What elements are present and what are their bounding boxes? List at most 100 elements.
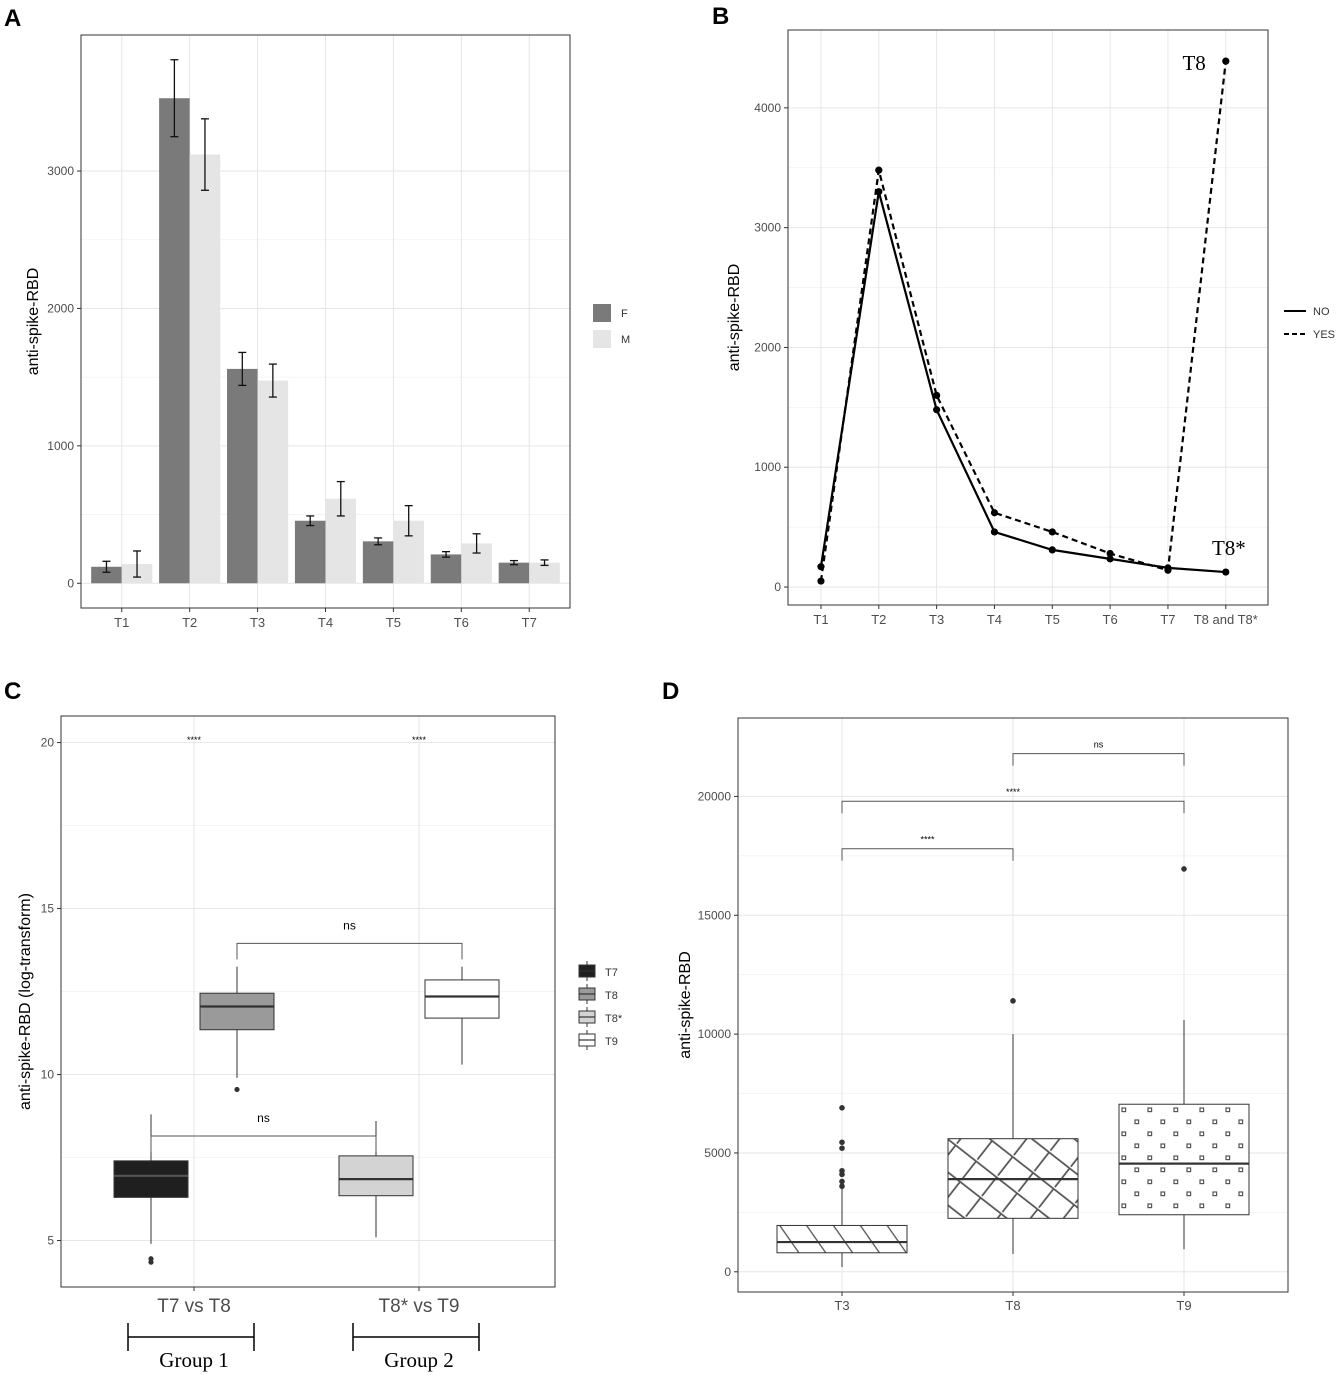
y-tick-label: 0	[774, 580, 781, 594]
x-tick-label: T3	[250, 615, 265, 630]
point-YES-T5	[1048, 528, 1056, 536]
bar-F-T2	[159, 98, 190, 584]
y-tick-label: 0	[724, 1265, 731, 1279]
box-T9	[1118, 866, 1250, 1250]
bar-F-T4	[294, 520, 326, 584]
bar-F-T7	[498, 562, 530, 584]
y-tick-label: 20	[41, 736, 55, 750]
y-tick-label: 5000	[704, 1146, 731, 1160]
bar-F-T1	[91, 566, 122, 584]
box-iqr	[424, 979, 500, 1019]
y-tick-label: 20000	[698, 789, 732, 803]
box-outlier	[148, 1256, 154, 1262]
point-YES-T2	[875, 166, 883, 174]
bar-M-T7	[529, 562, 560, 584]
box-T8*	[338, 1121, 414, 1238]
significance-label: ns	[257, 1111, 270, 1125]
legend-label-T8: T8	[605, 990, 618, 1002]
y-axis-title: anti-spike-RBD	[677, 951, 694, 1059]
legend-label-T8*: T8*	[605, 1013, 623, 1025]
x-tick-label: T1	[813, 612, 828, 627]
box-T3	[776, 1104, 908, 1268]
y-axis-title: anti-spike-RBD (log-transform)	[17, 893, 34, 1110]
box-outlier	[839, 1104, 845, 1111]
legend-key-F	[593, 304, 611, 322]
legend-label-NO: NO	[1313, 306, 1330, 318]
y-tick-label: 15000	[698, 908, 732, 922]
panel-letter-a: A	[4, 5, 21, 32]
box-outlier	[1181, 866, 1187, 872]
point-YES-T4	[990, 509, 999, 517]
x-tick-label: T8	[1005, 1298, 1020, 1313]
legend-item-T8: T8	[578, 984, 618, 1004]
x-tick-label: T9	[1176, 1298, 1191, 1313]
bar-M-T2	[189, 154, 221, 584]
panel-b-line-chart: 0 1000 2000 3000 4000 T1 T2 T3 T4 T5 T6 T7 T8 and T8…	[726, 29, 1335, 627]
y-tick-label: 1000	[47, 439, 74, 453]
y-tick-label: 10000	[698, 1027, 732, 1041]
annotation-t8: T8	[1182, 51, 1205, 75]
y-tick-label: 5	[47, 1234, 54, 1248]
x-tick-label: T7	[522, 615, 537, 630]
point-NO-T5	[1048, 546, 1056, 554]
annotation-t8-star: T8*	[1212, 536, 1246, 560]
y-tick-label: 1000	[754, 460, 781, 474]
x-tick-label: T5	[386, 615, 401, 630]
legend-label-M: M	[621, 334, 630, 346]
group-bracket	[127, 1323, 255, 1351]
y-axis-title: anti-spike-RBD	[726, 264, 743, 372]
plot-frame	[737, 717, 1289, 1293]
box-outlier	[839, 1178, 845, 1185]
bar-M-T3	[257, 380, 289, 584]
series-line-YES	[819, 61, 1227, 582]
y-tick-label: 2000	[754, 340, 781, 354]
x-tick-label: T6	[454, 615, 469, 630]
significance-bracket	[841, 848, 1014, 861]
x-tick-label: T5	[1045, 612, 1060, 627]
legend-label-T9: T9	[605, 1036, 618, 1048]
point-YES-T8 and T8*	[1222, 57, 1230, 65]
panel-a-bar-chart: 0 1000 2000 3000 T1 T2 T3 T4 T5 T6 T7 anti-spike-RB…	[25, 34, 630, 630]
box-iqr	[113, 1160, 189, 1198]
panel-letter-c: C	[4, 678, 21, 705]
box-outlier	[839, 1183, 845, 1190]
box-outlier	[839, 1139, 845, 1146]
box-outlier	[839, 1145, 845, 1152]
box-outlier	[839, 1167, 845, 1174]
plot-frame	[60, 715, 556, 1288]
legend-label-T7: T7	[605, 967, 618, 979]
x-tick-label: T4	[318, 615, 333, 630]
point-NO-T3	[933, 406, 941, 414]
legend-item-T9: T9	[578, 1030, 618, 1050]
point-YES-T7	[1164, 566, 1172, 574]
x-tick-label: T1	[114, 615, 129, 630]
box-T8	[947, 998, 1079, 1254]
box-iqr	[776, 1224, 908, 1254]
point-NO-T4	[990, 528, 999, 536]
significance-label: ****	[1006, 787, 1021, 797]
plot-frame	[787, 29, 1269, 606]
x-tick-label: T3	[929, 612, 944, 627]
y-tick-label: 3000	[754, 221, 781, 235]
legend-key-M	[593, 330, 611, 348]
panel-letter-d: D	[662, 678, 679, 705]
significance-bracket	[150, 1135, 377, 1152]
significance-label: ns	[343, 918, 356, 932]
x-tick-label: T4	[987, 612, 1002, 627]
y-tick-label: 2000	[47, 301, 74, 315]
point-YES-T1	[817, 577, 825, 585]
significance-label: ns	[1094, 740, 1104, 750]
legend-label-F: F	[621, 308, 628, 320]
x-tick-label: T3	[834, 1298, 849, 1313]
box-iqr	[1118, 1103, 1250, 1216]
point-YES-T3	[933, 391, 941, 399]
plot-background	[788, 30, 1268, 605]
bar-F-T3	[227, 368, 258, 584]
box-outlier	[1010, 998, 1016, 1004]
significance-bracket	[236, 942, 463, 960]
legend-label-YES: YES	[1313, 329, 1335, 341]
panel-d-box-plot: 0 5000 10000 15000 20000 ns **** **** T3 T8 T9 anti…	[677, 717, 1289, 1313]
box-T8	[199, 966, 275, 1093]
significance-bracket	[1012, 753, 1185, 766]
